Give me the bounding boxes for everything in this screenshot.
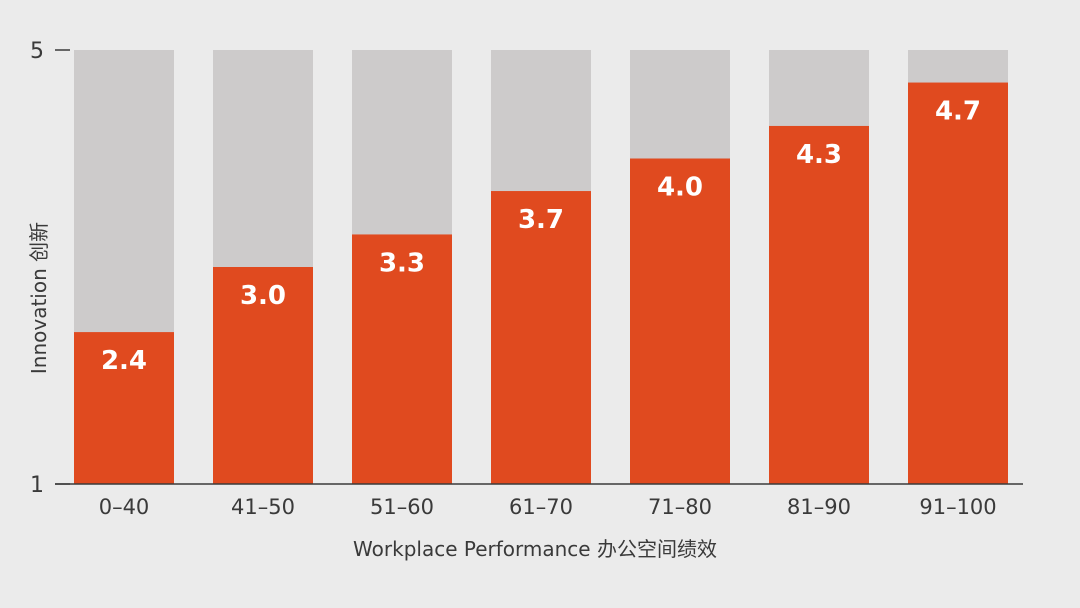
bar [74, 332, 174, 484]
y-tick-label-min: 1 [30, 473, 44, 498]
bar [491, 191, 591, 485]
bar-value-label: 3.0 [240, 281, 286, 311]
category-label: 41–50 [231, 495, 295, 519]
category-label: 71–80 [648, 495, 712, 519]
x-axis-title: Workplace Performance 办公空间绩效 [353, 537, 717, 561]
bar-value-label: 4.7 [935, 97, 981, 127]
bar-value-label: 4.0 [657, 173, 703, 203]
bar [769, 125, 869, 484]
y-axis-title: Innovation 创新 [27, 222, 51, 374]
y-tick-label-max: 5 [30, 39, 44, 64]
bars-layer: 2.4 3.0 3.3 3.7 4.0 4.3 4.7 [74, 50, 1008, 485]
bar-value-label: 2.4 [101, 346, 147, 376]
bar-value-label: 4.3 [796, 140, 842, 170]
category-label: 81–90 [787, 495, 851, 519]
category-label: 91–100 [919, 495, 996, 519]
category-label: 51–60 [370, 495, 434, 519]
category-label: 0–40 [99, 495, 150, 519]
bar-value-label: 3.3 [379, 248, 425, 278]
bar [213, 267, 313, 484]
bar [630, 158, 730, 484]
bar [908, 82, 1008, 485]
category-labels: 0–40 41–50 51–60 61–70 71–80 81–90 91–100 [99, 495, 997, 519]
bar-value-label: 3.7 [518, 205, 564, 235]
bar [352, 234, 452, 484]
category-label: 61–70 [509, 495, 573, 519]
